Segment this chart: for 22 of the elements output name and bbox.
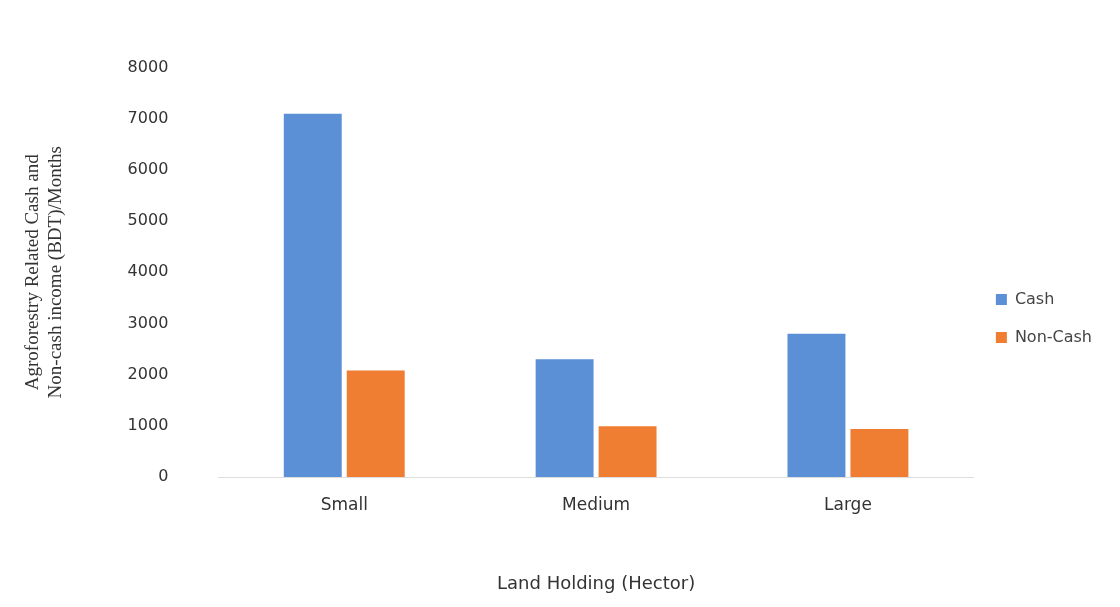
y-axis-title: Agroforestry Related Cash and Non-cash income (BDT)/Months [21, 146, 67, 399]
bar [598, 426, 657, 477]
y-tick-label: 0 [158, 466, 169, 486]
y-tick-label: 1000 [127, 414, 169, 434]
bar [787, 333, 846, 477]
x-tick-label: Small [320, 493, 368, 514]
y-tick-label: 2000 [127, 363, 169, 383]
y-tick-label: 5000 [127, 210, 169, 230]
legend-label: Non-Cash [1014, 326, 1092, 346]
bar [850, 428, 909, 477]
x-axis-title: Land Holding (Hector) [497, 571, 696, 593]
y-tick-label: 7000 [127, 107, 169, 127]
bar [346, 370, 405, 477]
bar [535, 359, 594, 477]
y-tick-label: 3000 [127, 312, 169, 332]
y-tick-label: 6000 [127, 159, 169, 179]
x-tick-label: Medium [562, 493, 631, 514]
y-tick-label: 8000 [127, 56, 169, 76]
bar [283, 113, 342, 477]
y-tick-label: 4000 [127, 261, 169, 281]
legend-label: Cash [1014, 288, 1055, 308]
x-tick-label: Large [824, 493, 872, 514]
